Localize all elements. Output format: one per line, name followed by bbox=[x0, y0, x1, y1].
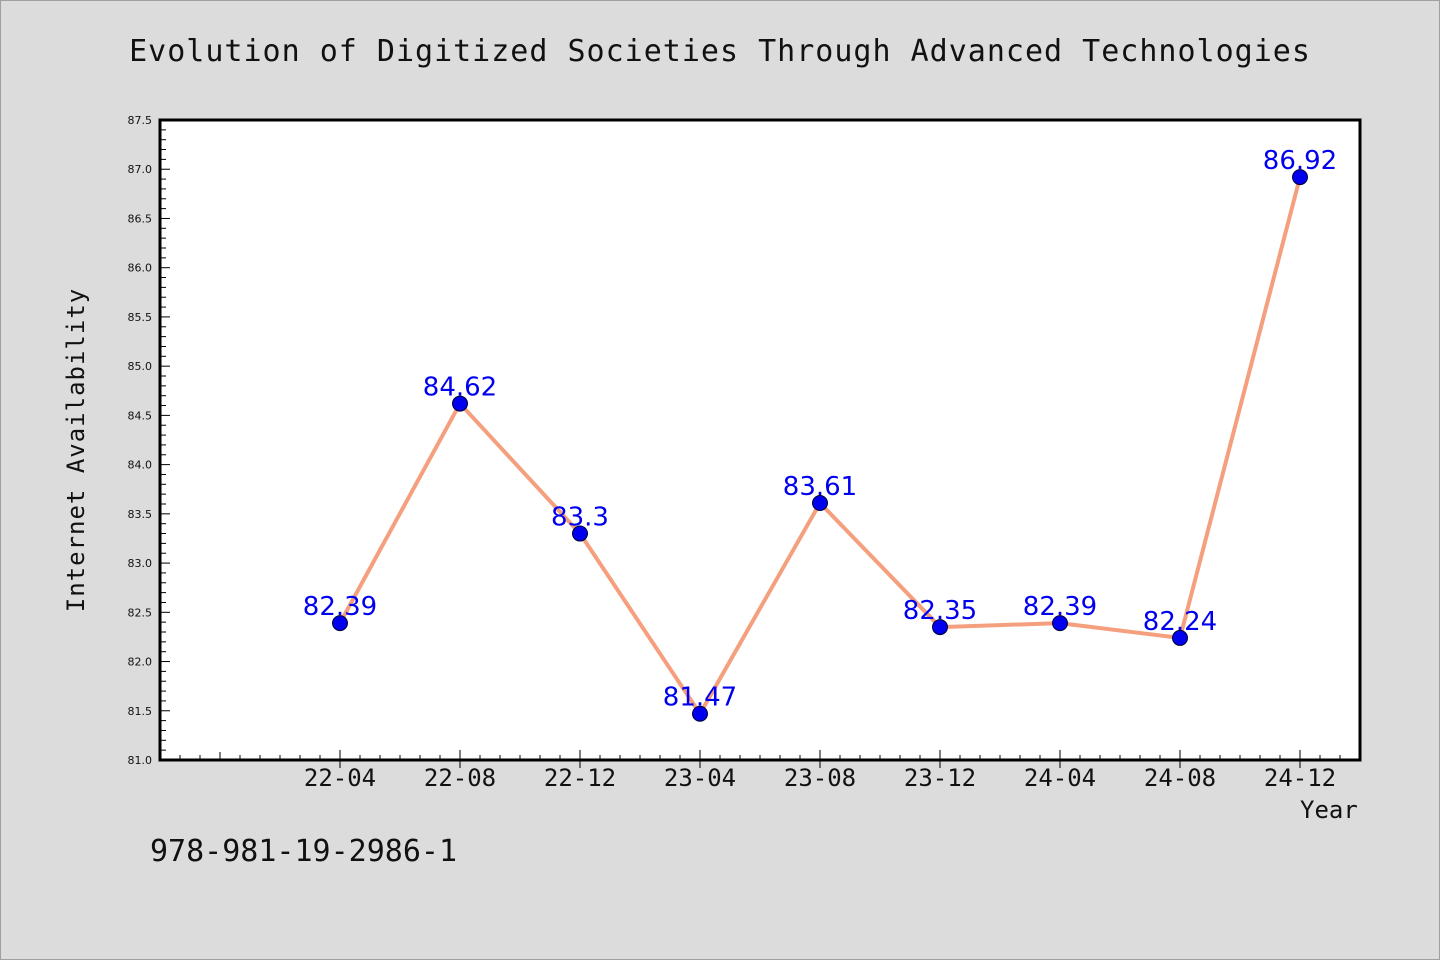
x-tick-label: 24-12 bbox=[1264, 764, 1336, 792]
y-tick-label: 85.5 bbox=[128, 311, 153, 324]
data-point bbox=[692, 705, 708, 722]
data-label: 82.39 bbox=[1023, 592, 1097, 622]
plot-area bbox=[160, 120, 1360, 760]
data-label: 83.3 bbox=[551, 503, 609, 533]
x-tick-label: 24-08 bbox=[1144, 764, 1216, 792]
y-tick-label: 82.0 bbox=[128, 656, 153, 669]
data-point bbox=[452, 395, 468, 412]
x-axis-ticks: 22-04 22-08 22-12 23-04 23-08 23-12 24-04 24-08… bbox=[179, 750, 1341, 792]
x-tick-label: 22-04 bbox=[304, 764, 376, 792]
data-label: 82.24 bbox=[1143, 607, 1217, 637]
y-tick-label: 84.0 bbox=[128, 459, 153, 472]
y-tick-label: 85.0 bbox=[128, 360, 153, 373]
y-tick-label: 84.5 bbox=[128, 409, 153, 422]
y-tick-label: 82.5 bbox=[128, 606, 153, 619]
data-label: 81.47 bbox=[663, 683, 737, 713]
data-label: 82.39 bbox=[303, 592, 377, 622]
x-tick-label: 23-08 bbox=[784, 764, 856, 792]
data-label: 83.61 bbox=[783, 472, 857, 502]
data-point bbox=[932, 619, 948, 636]
x-tick-label: 23-04 bbox=[664, 764, 736, 792]
data-point bbox=[332, 615, 348, 632]
y-tick-label: 83.5 bbox=[128, 508, 153, 521]
data-point bbox=[1172, 629, 1188, 646]
data-point bbox=[1052, 615, 1068, 632]
y-tick-label: 81.0 bbox=[128, 754, 153, 767]
y-tick-label: 86.5 bbox=[128, 212, 153, 225]
plot-border bbox=[158, 118, 1362, 762]
y-axis-ticks: 81.0 81.5 82.0 82.5 83.0 83.5 84.0 84.5 85.0 85.5… bbox=[128, 114, 170, 767]
x-tick-label: 22-12 bbox=[544, 764, 616, 792]
x-tick-label: 24-04 bbox=[1024, 764, 1096, 792]
footer-code: 978-981-19-2986-1 bbox=[150, 834, 458, 869]
y-tick-label: 87.5 bbox=[128, 114, 153, 127]
x-tick-label: 23-12 bbox=[904, 764, 976, 792]
x-tick-label: 22-08 bbox=[424, 764, 496, 792]
data-label: 84.62 bbox=[423, 373, 497, 403]
y-tick-label: 83.0 bbox=[128, 557, 153, 570]
y-axis-label: Internet Availability bbox=[62, 287, 90, 613]
data-point bbox=[572, 525, 588, 542]
series-group: 82.39 84.62 83.3 81.47 83.61 82.35 82.39 82.24 8… bbox=[303, 146, 1337, 722]
x-axis-label: Year bbox=[1300, 796, 1358, 824]
data-point bbox=[812, 495, 828, 512]
data-point bbox=[1292, 169, 1308, 186]
data-label: 86.92 bbox=[1263, 146, 1337, 176]
y-tick-label: 81.5 bbox=[128, 705, 153, 718]
y-tick-label: 87.0 bbox=[128, 163, 153, 176]
y-tick-label: 86.0 bbox=[128, 262, 153, 275]
data-label: 82.35 bbox=[903, 596, 977, 626]
chart-title: Evolution of Digitized Societies Through… bbox=[129, 34, 1311, 69]
